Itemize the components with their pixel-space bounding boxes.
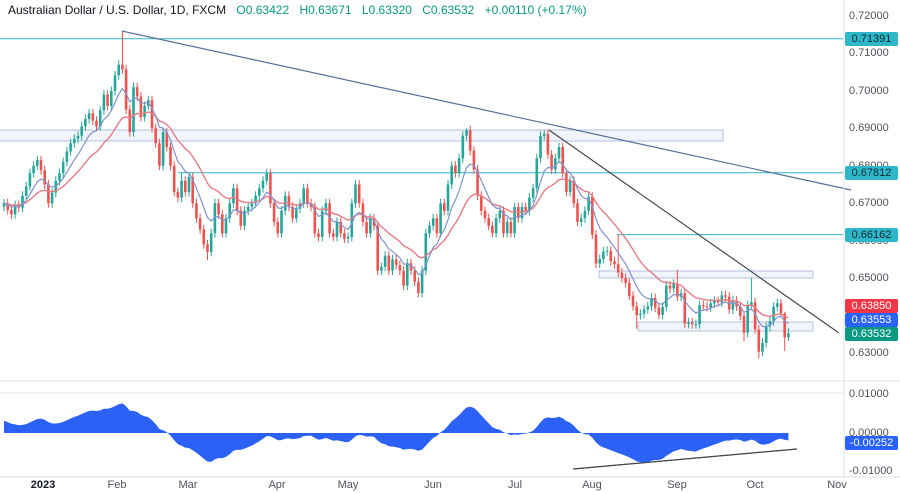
time-axis-month-label[interactable]: Oct (746, 479, 764, 491)
price-zone-box[interactable] (637, 321, 814, 332)
price-axis-label: 0.71000 (849, 47, 889, 59)
ohlc-low: L0.63320 (361, 3, 412, 17)
down-candle-wicks (7, 31, 786, 359)
price-axis-label: 0.72000 (849, 10, 889, 22)
slow-ma-line[interactable] (3, 111, 789, 319)
time-axis-month-label[interactable]: Jun (424, 479, 442, 491)
oscillator-trendline[interactable] (572, 448, 798, 470)
descending-trendline-blue[interactable] (121, 30, 852, 191)
descending-trendline-black[interactable] (548, 129, 840, 334)
time-axis-month-label[interactable]: Feb (107, 479, 127, 491)
time-axis-month-label[interactable]: Nov (827, 479, 847, 491)
price-badge: 0.67812 (845, 166, 898, 180)
ohlc-open: O0.63422 (236, 3, 290, 17)
time-axis-month-label[interactable]: Sep (667, 479, 687, 491)
down-candle-bodies[interactable] (6, 64, 786, 352)
up-candle-bodies[interactable] (2, 64, 790, 352)
time-axis-month-label[interactable]: May (337, 479, 359, 491)
price-badge: 0.63532 (845, 327, 898, 341)
fast-ma-line[interactable] (3, 87, 789, 328)
price-badge: 0.66162 (845, 228, 898, 242)
symbol-title[interactable]: Australian Dollar / U.S. Dollar, 1D, FXC… (8, 3, 227, 17)
price-zone-box[interactable] (598, 270, 814, 279)
price-axis-label: 0.01000 (849, 388, 889, 400)
price-axis-label: 0.67000 (849, 197, 889, 209)
price-axis-label: 0.70000 (849, 85, 889, 97)
main-pane[interactable] (0, 31, 843, 359)
price-axis-label: 0.65000 (849, 272, 889, 284)
time-axis-year-label[interactable]: 2023 (30, 479, 56, 491)
time-axis-month-label[interactable]: Mar (178, 479, 198, 491)
time-axis-month-label[interactable]: Jul (507, 479, 523, 491)
price-badge: -0.00252 (845, 436, 898, 450)
price-badge: 0.63850 (845, 299, 898, 313)
up-candle-wicks (3, 60, 789, 357)
time-axis-month-label[interactable]: Aug (582, 479, 602, 491)
ohlc-high: H0.63671 (299, 3, 352, 17)
chart-legend[interactable]: Australian Dollar / U.S. Dollar, 1D, FXC… (8, 3, 587, 17)
price-axis-label: -0.01000 (849, 465, 893, 477)
price-axis-label: 0.63000 (849, 347, 889, 359)
time-axis-month-label[interactable]: Apr (268, 479, 286, 491)
price-axis-label: 0.69000 (849, 122, 889, 134)
price-badge: 0.71391 (845, 32, 898, 46)
price-zone-box[interactable] (0, 129, 724, 142)
oscillator-area[interactable] (4, 403, 789, 463)
price-badge: 0.63553 (845, 313, 898, 327)
ohlc-change: +0.00110 (+0.17%) (484, 3, 587, 17)
ohlc-close: C0.63532 (422, 3, 475, 17)
